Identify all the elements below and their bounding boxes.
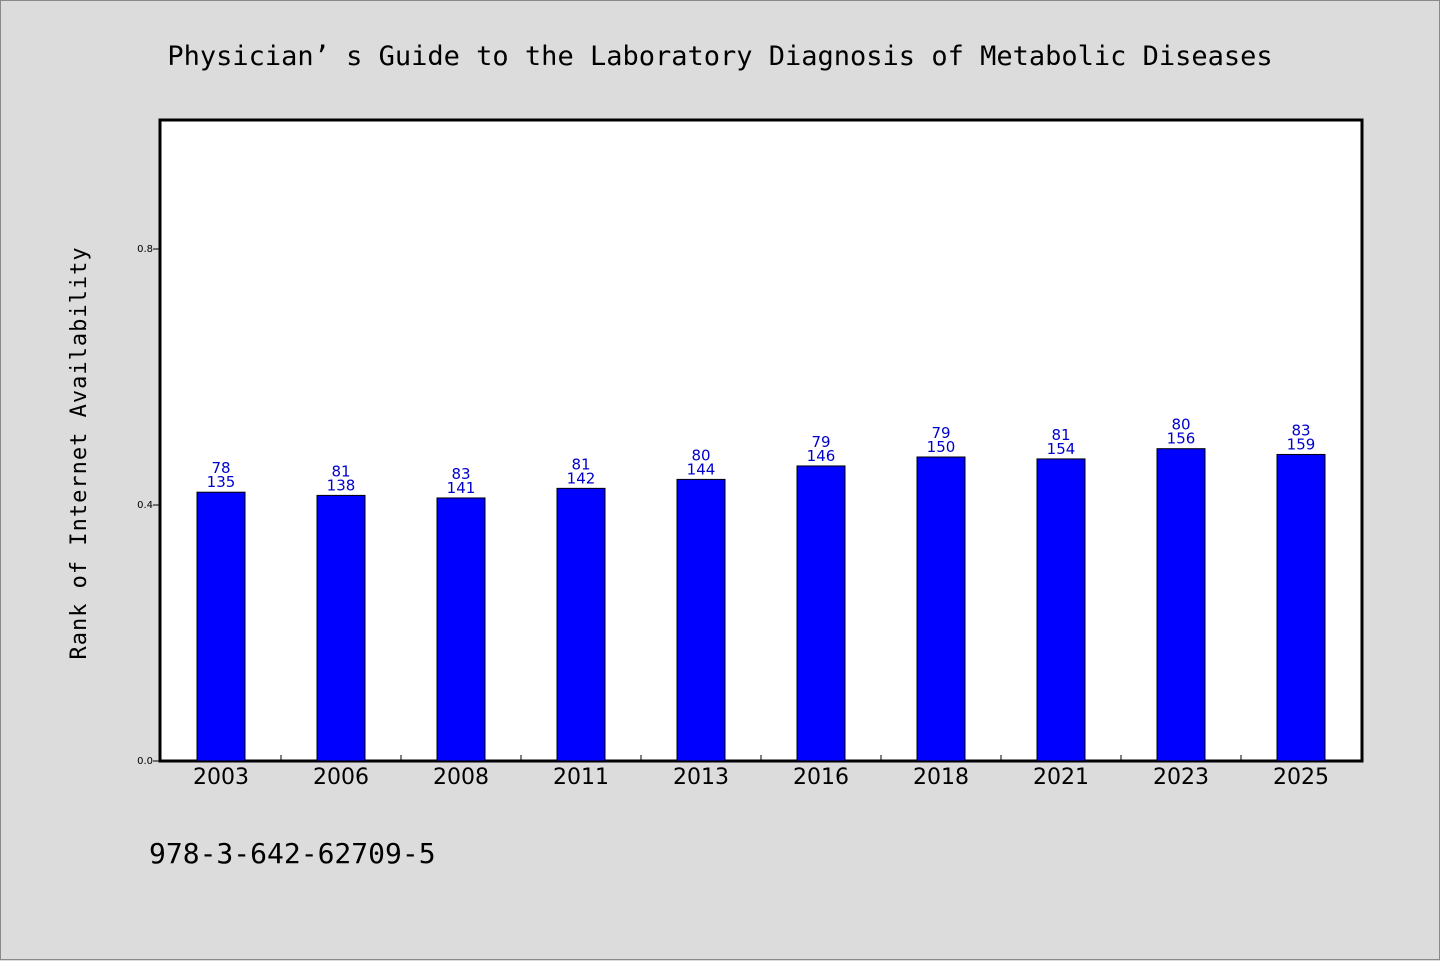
bar <box>796 465 846 762</box>
y-tick-label: 0.4 <box>137 500 153 511</box>
bar <box>556 487 606 762</box>
data-label-top: 81 <box>571 455 590 473</box>
bar <box>316 494 366 762</box>
x-tick-label: 2018 <box>913 765 969 790</box>
bar <box>1036 458 1086 762</box>
y-tick-label: 0.0 <box>137 756 153 767</box>
x-tick-label: 2013 <box>673 765 729 790</box>
bar <box>196 491 246 762</box>
x-tick-label: 2023 <box>1153 765 1209 790</box>
data-label-bottom: 154 <box>1047 440 1076 458</box>
bar <box>676 478 726 762</box>
data-label-bottom: 150 <box>927 438 956 456</box>
x-tick-label: 2016 <box>793 765 849 790</box>
data-label-top: 83 <box>1291 421 1310 439</box>
data-label-top: 78 <box>211 459 230 477</box>
data-label-top: 81 <box>1051 426 1070 444</box>
x-tick-label: 2025 <box>1273 765 1329 790</box>
x-tick-label: 2011 <box>553 765 609 790</box>
data-label-bottom: 141 <box>447 479 476 497</box>
data-label-bottom: 135 <box>207 473 236 491</box>
data-label-top: 79 <box>811 433 830 451</box>
data-label-top: 80 <box>1171 416 1190 434</box>
data-label-top: 79 <box>931 424 950 442</box>
y-tick-label: 0.8 <box>137 244 153 255</box>
bar <box>1276 453 1326 762</box>
data-label-bottom: 146 <box>807 447 836 465</box>
data-label-bottom: 156 <box>1167 430 1196 448</box>
data-label-bottom: 159 <box>1287 435 1316 453</box>
y-axis-label: Rank of Internet Availability <box>67 246 92 659</box>
bar <box>916 456 966 762</box>
bar <box>1156 448 1206 762</box>
x-tick-label: 2006 <box>313 765 369 790</box>
data-label-bottom: 142 <box>567 469 596 487</box>
chart-title: Physician’ s Guide to the Laboratory Dia… <box>167 41 1272 72</box>
data-label-top: 80 <box>691 446 710 464</box>
x-tick-label: 2003 <box>193 765 249 790</box>
x-tick-label: 2008 <box>433 765 489 790</box>
bar <box>436 497 486 762</box>
data-label-bottom: 138 <box>327 476 356 494</box>
isbn-footer: 978-3-642-62709-5 <box>149 837 436 870</box>
data-label-bottom: 144 <box>687 460 716 478</box>
data-label-top: 83 <box>451 465 470 483</box>
chart-marks: 0.00.40.81357820031388120061418320081428… <box>137 244 1329 790</box>
data-label-top: 81 <box>331 462 350 480</box>
x-tick-label: 2021 <box>1033 765 1089 790</box>
